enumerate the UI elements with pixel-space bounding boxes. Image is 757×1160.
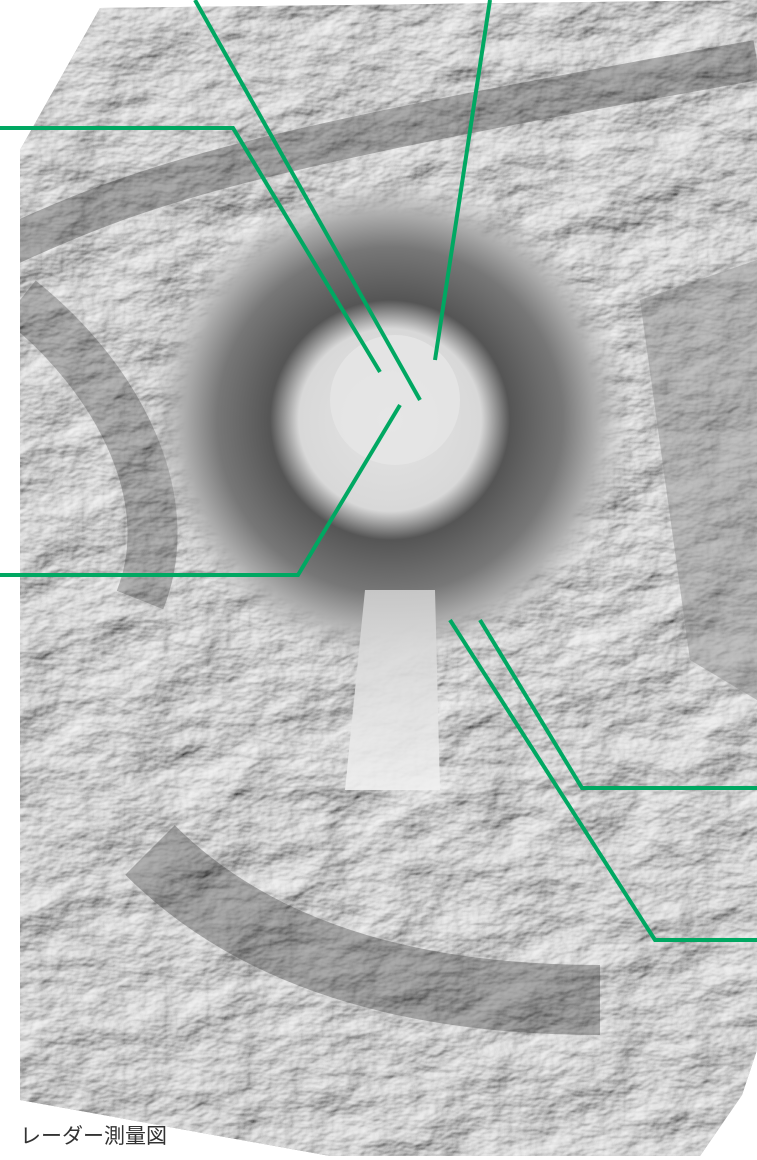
leader-line: [0, 126, 382, 374]
leader-line: [433, 0, 492, 361]
leader-line: [448, 618, 757, 942]
leader-line: [0, 403, 402, 577]
leader-line: [478, 618, 757, 790]
caption: レーダー測量図: [20, 1124, 167, 1148]
leader-line: [193, 0, 422, 401]
leader-lines: [0, 0, 757, 942]
